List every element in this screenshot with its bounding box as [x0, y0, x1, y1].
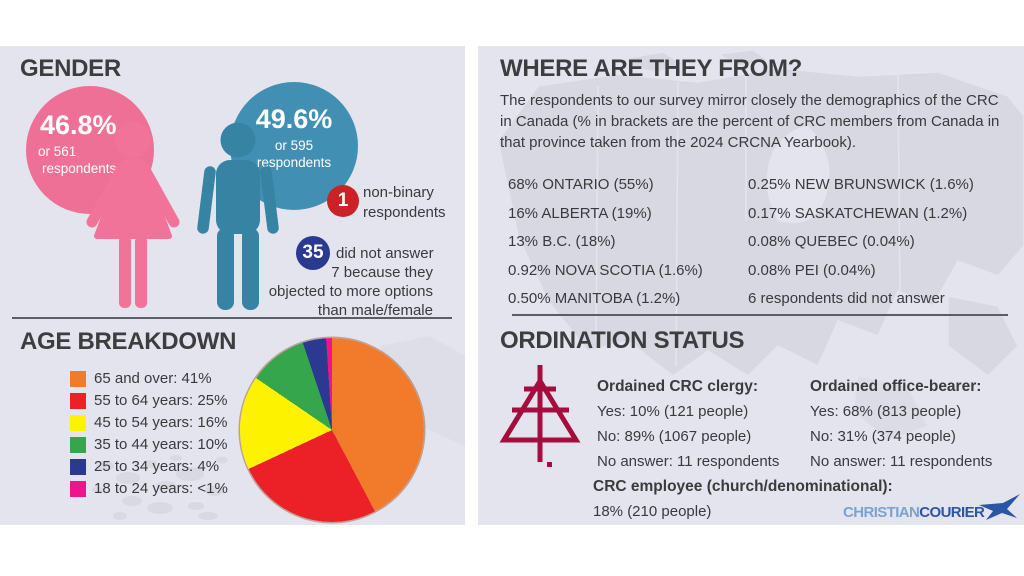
clergy-heading: Ordained CRC clergy: — [597, 378, 759, 395]
office-row: No: 31% (374 people) — [810, 428, 956, 445]
province-row: 16% ALBERTA (19%) — [508, 204, 652, 222]
map-watermark-canada-icon — [497, 49, 1024, 442]
female-count: or 561 — [38, 144, 77, 159]
noanswer-note-line3: than male/female — [317, 302, 433, 319]
age-title: AGE BREAKDOWN — [20, 328, 237, 355]
legend-label: 35 to 44 years: 10% — [94, 436, 228, 453]
ordination-title: ORDINATION STATUS — [500, 327, 745, 354]
legend-label: 65 and over: 41% — [94, 370, 212, 387]
nonbinary-label-line2: respondents — [363, 204, 446, 221]
female-count-label: respondents — [42, 161, 117, 176]
legend-swatch — [70, 436, 86, 453]
noanswer-note-line2: objected to more options — [268, 283, 433, 300]
office-row: No answer: 11 respondents — [810, 453, 993, 470]
female-percent: 46.8% — [40, 110, 117, 140]
clergy-row: Yes: 10% (121 people) — [597, 403, 749, 420]
legend-label: 25 to 34 years: 4% — [94, 458, 220, 475]
clergy-row: No: 89% (1067 people) — [597, 428, 752, 445]
office-row: Yes: 68% (813 people) — [810, 403, 962, 420]
noanswer-note-line1: 7 because they — [331, 264, 433, 281]
age-pie-chart — [240, 338, 424, 522]
employee-heading: CRC employee (church/denominational): — [593, 478, 893, 495]
male-figure-icon — [197, 122, 279, 310]
province-row: 0.08% PEI (0.04%) — [748, 261, 876, 279]
legend-label: 55 to 64 years: 25% — [94, 392, 228, 409]
province-row: 6 respondents did not answer — [748, 290, 945, 307]
logo-text-christian: CHRISTIAN — [843, 504, 920, 521]
office-heading: Ordained office-bearer: — [810, 378, 982, 395]
from-col1: 68% ONTARIO (55%) 16% ALBERTA (19%) 13% … — [508, 171, 703, 314]
legend-swatch — [70, 480, 86, 497]
legend-swatch — [70, 370, 86, 387]
left-panel: GENDER 46.8% or 561 respondents 49.6% or… — [0, 46, 465, 525]
age-legend-item: 65 and over: 41% — [70, 370, 228, 387]
legend-swatch — [70, 392, 86, 409]
nonbinary-count-badge: 1 — [327, 185, 359, 217]
from-intro: The respondents to our survey mirror clo… — [500, 92, 1000, 151]
right-panel: WHERE ARE THEY FROM? The respondents to … — [478, 46, 1024, 525]
province-row: 0.17% SASKATCHEWAN (1.2%) — [748, 204, 968, 222]
province-row: 68% ONTARIO (55%) — [508, 176, 654, 193]
logo-text-courier: COURIER — [919, 504, 985, 521]
dove-icon — [979, 494, 1020, 520]
age-legend: 65 and over: 41% 55 to 64 years: 25% 45 … — [70, 370, 228, 502]
clergy-column: Ordained CRC clergy: Yes: 10% (121 peopl… — [597, 374, 779, 474]
legend-swatch — [70, 458, 86, 475]
male-count-label: respondents — [256, 155, 332, 170]
from-col2: 0.25% NEW BRUNSWICK (1.6%) 0.17% SASKATC… — [748, 171, 974, 314]
employee-value: 18% (210 people) — [593, 503, 712, 520]
noanswer-note: 7 because they objected to more options … — [230, 263, 433, 320]
age-legend-item: 25 to 34 years: 4% — [70, 458, 228, 475]
province-row: 13% B.C. (18%) — [508, 233, 616, 250]
province-row: 0.08% QUEBEC (0.04%) — [748, 233, 915, 250]
left-section-divider — [12, 317, 452, 319]
office-bearer-column: Ordained office-bearer: Yes: 68% (813 pe… — [810, 374, 992, 474]
legend-label: 18 to 24 years: <1% — [94, 480, 228, 497]
map-watermark-left-icon — [92, 336, 465, 520]
noanswer-label: did not answer — [336, 245, 434, 262]
male-count: or 595 — [274, 138, 314, 153]
nonbinary-label: non-binary respondents — [363, 183, 446, 223]
province-row: 0.92% NOVA SCOTIA (1.6%) — [508, 261, 703, 279]
right-section-divider — [512, 314, 1008, 316]
crc-emblem-dot — [547, 462, 552, 467]
age-legend-item: 35 to 44 years: 10% — [70, 436, 228, 453]
province-row: 0.50% MANITOBA (1.2%) — [508, 290, 681, 307]
gender-title: GENDER — [20, 55, 121, 82]
clergy-row: No answer: 11 respondents — [597, 453, 780, 470]
age-legend-item: 55 to 64 years: 25% — [70, 392, 228, 409]
christian-courier-logo: CHRISTIANCOURIER — [843, 504, 985, 521]
from-title: WHERE ARE THEY FROM? — [500, 55, 803, 82]
crc-emblem-icon — [499, 365, 581, 467]
age-legend-item: 45 to 54 years: 16% — [70, 414, 228, 431]
male-percent: 49.6% — [255, 104, 333, 134]
province-row: 0.25% NEW BRUNSWICK (1.6%) — [748, 176, 974, 193]
legend-label: 45 to 54 years: 16% — [94, 414, 228, 431]
nonbinary-label-line1: non-binary — [363, 184, 434, 201]
legend-swatch — [70, 414, 86, 431]
age-legend-item: 18 to 24 years: <1% — [70, 480, 228, 497]
female-figure-icon — [86, 122, 180, 308]
noanswer-count-badge: 35 — [296, 236, 330, 270]
